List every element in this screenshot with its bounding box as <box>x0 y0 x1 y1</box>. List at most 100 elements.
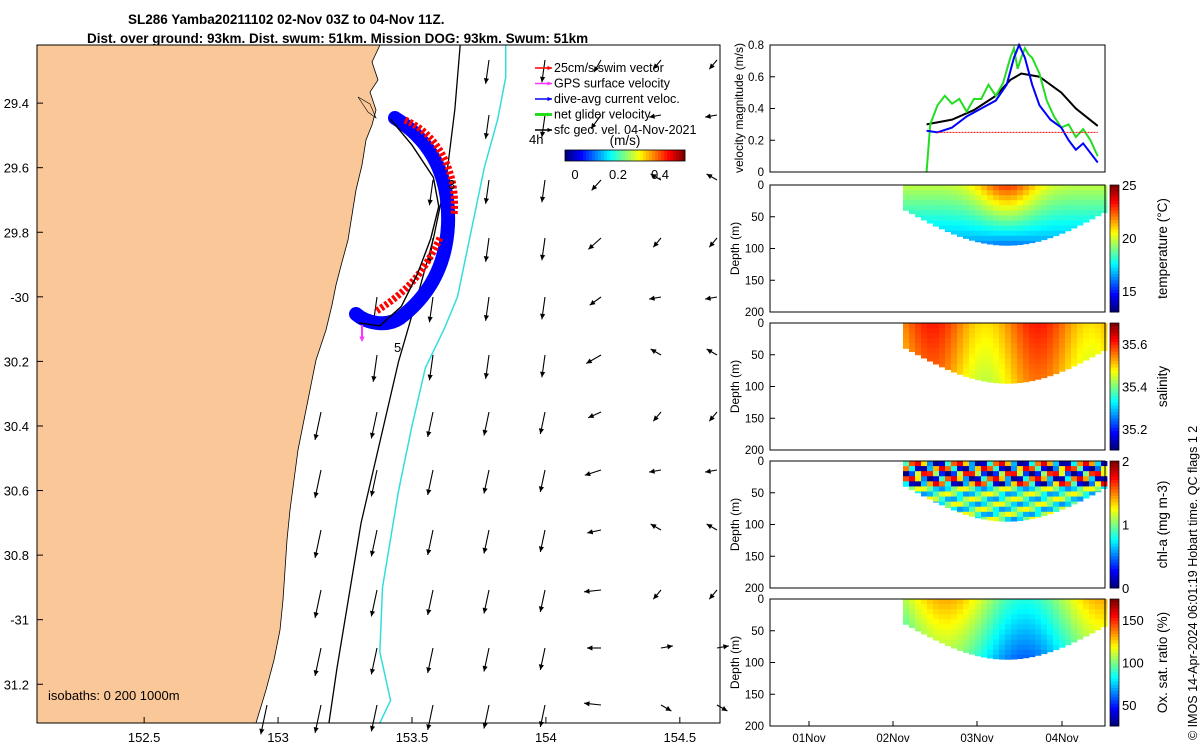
section-colorbar-label: Ox. sat. ratio (%) <box>1155 612 1170 713</box>
section-cell <box>981 373 988 380</box>
section-y-tick-label: 0 <box>758 318 764 330</box>
section-cell <box>1095 333 1102 339</box>
section-cell <box>1017 481 1024 487</box>
geo-velocity-arrowhead <box>589 299 596 306</box>
section-cell <box>981 619 988 625</box>
section-cell <box>915 323 922 329</box>
section-cell <box>939 634 946 641</box>
section-cell <box>969 491 976 497</box>
section-cell <box>939 599 946 605</box>
section-colorbar-frame <box>1109 460 1120 589</box>
section-cell <box>981 461 988 467</box>
legend-entry: GPS surface velocity <box>554 77 671 91</box>
section-cell <box>927 358 934 362</box>
section-cell <box>1059 609 1066 615</box>
section-cell <box>963 225 970 232</box>
section-cell <box>915 215 922 218</box>
section-colorbar-cell <box>1110 396 1119 400</box>
section-cell <box>921 471 928 477</box>
section-cell <box>1005 516 1012 522</box>
section-cell <box>1047 604 1054 610</box>
section-cell <box>1029 654 1036 658</box>
section-cell <box>1047 501 1054 508</box>
section-cell <box>963 649 970 653</box>
section-cell <box>999 368 1006 375</box>
section-cell <box>957 461 964 467</box>
section-cell <box>975 195 982 201</box>
section-cell <box>1011 629 1018 635</box>
velocity-series-line <box>925 44 1099 173</box>
geo-velocity-arrowhead <box>540 131 546 138</box>
section-cell <box>987 644 994 651</box>
section-cell <box>993 629 1000 635</box>
section-cell <box>993 486 1000 492</box>
section-cell <box>993 604 1000 610</box>
velocity-y-tick-label: 0.4 <box>748 104 765 116</box>
section-cell <box>993 461 1000 467</box>
section-cell <box>987 624 994 630</box>
section-cell <box>903 604 910 610</box>
section-cell <box>1035 378 1042 380</box>
section-cell <box>1035 644 1042 651</box>
section-cell <box>909 624 916 629</box>
section-colorbar-cell <box>1110 568 1119 573</box>
section-cell <box>1029 639 1036 646</box>
section-y-tick-label: 50 <box>751 626 764 638</box>
section-cell <box>945 190 952 196</box>
section-cell <box>957 185 964 191</box>
section-cell <box>1023 240 1030 245</box>
section-cell <box>903 195 910 201</box>
map-y-tick-label: 30.4 <box>4 419 29 434</box>
map-colorbar-cell <box>643 150 647 161</box>
section-cell <box>1035 343 1042 349</box>
section-cell <box>957 511 964 513</box>
section-cell <box>999 358 1006 365</box>
geo-velocity-arrowhead <box>427 199 433 206</box>
section-colorbar-cell <box>1110 238 1119 243</box>
section-cell <box>927 476 934 482</box>
section-cell <box>1017 644 1024 651</box>
section-colorbar-cell <box>1110 559 1119 564</box>
section-cell <box>927 195 934 201</box>
section-cell <box>1047 634 1054 641</box>
section-colorbar-cell <box>1110 618 1119 622</box>
section-cell <box>1059 466 1066 472</box>
section-colorbar-cell <box>1110 235 1119 240</box>
section-cell <box>999 501 1006 508</box>
section-cell <box>1047 328 1054 334</box>
map-colorbar-tick-label: 0 <box>571 167 578 182</box>
section-cell <box>921 629 928 635</box>
section-colorbar-cell <box>1110 245 1119 249</box>
section-cell <box>1083 348 1090 354</box>
section-cell <box>903 599 910 605</box>
section-cell <box>1017 466 1024 472</box>
section-cell <box>975 333 982 339</box>
section-colorbar-frame <box>1109 322 1120 451</box>
section-cell <box>1089 333 1096 339</box>
section-cell <box>1017 190 1024 196</box>
section-cell <box>939 328 946 334</box>
section-colorbar-tick-label: 50 <box>1122 698 1136 713</box>
section-cell <box>915 486 922 492</box>
section-cell <box>1083 215 1090 221</box>
section-colorbar-cell <box>1110 656 1119 660</box>
section-cell <box>1041 501 1048 508</box>
section-cell <box>963 476 970 482</box>
section-cell <box>921 599 928 605</box>
section-cell <box>927 205 934 211</box>
section-cell <box>993 471 1000 477</box>
section-cell <box>1035 476 1042 482</box>
section-colorbar-cell <box>1110 411 1119 416</box>
section-cell <box>921 210 928 216</box>
section-cell <box>1083 190 1090 196</box>
section-cell <box>981 501 988 508</box>
section-cell <box>999 609 1006 615</box>
section-cell <box>969 195 976 201</box>
section-cell <box>927 461 934 467</box>
section-cell <box>981 604 988 610</box>
section-cell <box>1101 338 1108 344</box>
section-cell <box>1023 220 1030 227</box>
section-cell <box>1101 481 1108 487</box>
section-cell <box>993 220 1000 227</box>
map-y-tick-label: -31 <box>10 613 29 628</box>
